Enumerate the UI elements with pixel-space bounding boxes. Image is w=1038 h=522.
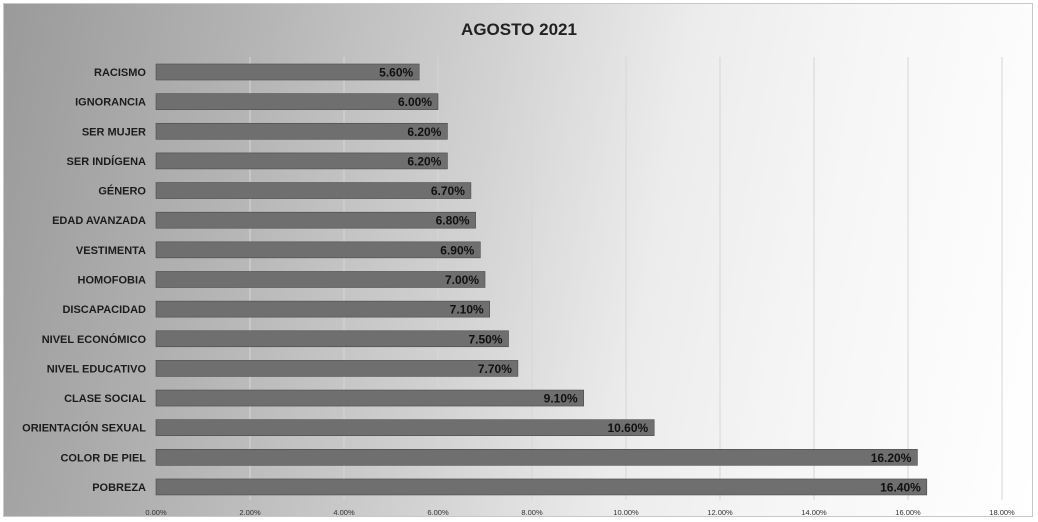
x-tick-label: 6.00% bbox=[427, 508, 449, 517]
category-label: VESTIMENTA bbox=[76, 245, 146, 257]
category-label: SER INDÍGENA bbox=[67, 155, 147, 168]
data-label: 6.20% bbox=[407, 125, 441, 139]
bar-ignorancia bbox=[155, 93, 439, 110]
bar-nivel-economico bbox=[155, 330, 509, 348]
data-label: 9.10% bbox=[544, 392, 578, 406]
data-label: 7.00% bbox=[445, 273, 479, 287]
bar-homofobia bbox=[155, 271, 486, 288]
x-tick-label: 14.00% bbox=[801, 508, 827, 517]
data-label: 6.70% bbox=[431, 184, 465, 198]
bar-color-de-piel bbox=[155, 449, 918, 466]
data-label: 7.70% bbox=[478, 362, 512, 376]
bar-edad-avanzada bbox=[155, 211, 476, 229]
data-label: 6.90% bbox=[440, 243, 474, 257]
x-tick-label: 10.00% bbox=[613, 508, 639, 517]
category-label: HOMOFOBIA bbox=[78, 274, 146, 286]
bar-orientacion-sexual bbox=[155, 419, 655, 436]
category-label: EDAD AVANZADA bbox=[52, 215, 146, 227]
category-label: GÉNERO bbox=[98, 185, 146, 198]
data-label: 16.40% bbox=[880, 480, 921, 494]
bar-pobreza bbox=[155, 478, 928, 496]
category-label: POBREZA bbox=[92, 482, 146, 494]
data-label: 5.60% bbox=[379, 66, 413, 80]
data-label: 6.80% bbox=[436, 214, 470, 228]
category-label: SER MUJER bbox=[82, 126, 146, 138]
data-label: 6.00% bbox=[398, 95, 432, 109]
bar-genero bbox=[155, 182, 472, 199]
data-label: 10.60% bbox=[607, 421, 648, 435]
x-tick-label: 4.00% bbox=[333, 508, 355, 517]
category-label: RACISMO bbox=[94, 67, 146, 79]
x-tick-label: 18.00% bbox=[989, 508, 1015, 517]
data-label: 16.20% bbox=[871, 451, 912, 465]
x-tick-label: 8.00% bbox=[521, 508, 543, 517]
category-label: NIVEL EDUCATIVO bbox=[47, 363, 147, 375]
x-tick-label: 16.00% bbox=[895, 508, 921, 517]
x-tick-label: 12.00% bbox=[707, 508, 733, 517]
data-label: 7.10% bbox=[450, 303, 484, 317]
bar-vestimenta bbox=[155, 241, 481, 259]
chart-title: AGOSTO 2021 bbox=[461, 20, 577, 39]
bar-racismo bbox=[155, 63, 420, 81]
data-label: 6.20% bbox=[407, 154, 441, 168]
bar-ser-indigena bbox=[155, 152, 448, 170]
bar-discapacidad bbox=[155, 300, 491, 318]
category-label: IGNORANCIA bbox=[75, 97, 146, 109]
category-label: COLOR DE PIEL bbox=[60, 452, 146, 464]
data-label: 7.50% bbox=[468, 332, 502, 346]
category-label: DISCAPACIDAD bbox=[62, 304, 146, 316]
bar-nivel-educativo bbox=[155, 360, 519, 377]
category-label: CLASE SOCIAL bbox=[64, 393, 146, 405]
category-label: ORIENTACIÓN SEXUAL bbox=[22, 422, 146, 435]
category-label: NIVEL ECONÓMICO bbox=[42, 333, 147, 346]
x-tick-label: 2.00% bbox=[239, 508, 261, 517]
bar-clase-social bbox=[155, 389, 585, 407]
bar-ser-mujer bbox=[155, 122, 448, 140]
x-tick-label: 0.00% bbox=[145, 508, 167, 517]
